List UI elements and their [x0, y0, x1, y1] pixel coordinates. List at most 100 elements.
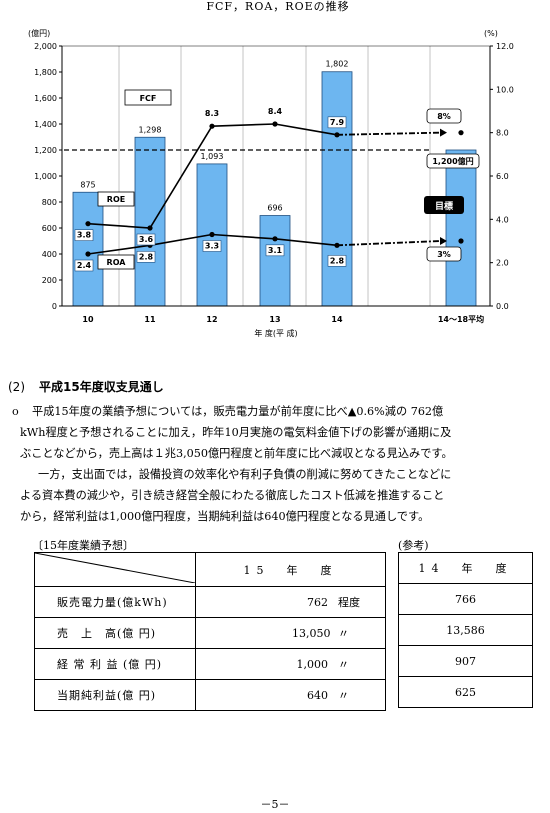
right-tick-label: 12.0	[496, 42, 514, 51]
roa-target-label: 3%	[437, 250, 451, 259]
roe-target-dashed	[336, 131, 441, 136]
table-row: 売 上 高(億 円) 13,050 〃	[34, 617, 386, 649]
fcf-bar-label: 696	[267, 204, 282, 213]
paragraph-line-text: よる資本費の減少や，引き続き経営全般にわたる徹底したコスト低減を推進すること	[20, 489, 445, 502]
reference-table: 14 年 度 766 13,586 907 625	[398, 552, 533, 708]
roa-target-dashed	[336, 240, 441, 247]
page-number: －5－	[260, 798, 290, 811]
left-tick-label: 2,000	[34, 42, 57, 51]
roe-label: 3.6	[139, 235, 154, 244]
x-tick-label: 14～18平均	[438, 314, 484, 324]
fcf-target-box	[426, 153, 480, 169]
roe-label: 8.4	[268, 107, 283, 116]
fcf-bar-label: 875	[80, 180, 95, 189]
section-number: (2)	[8, 380, 25, 394]
roa-point	[85, 251, 91, 257]
fcf-bars	[72, 71, 477, 307]
roe-label-box	[327, 116, 347, 129]
row-value: 640 〃	[195, 679, 386, 711]
roa-point	[209, 231, 215, 238]
roa-callout-text: ROA	[107, 258, 127, 267]
table-row: 625	[398, 676, 533, 708]
fcf-bar	[321, 71, 353, 307]
left-tick-label: 1,400	[34, 120, 57, 129]
fcf-roa-roe-chart: FCF，ROA，ROEの推移 (億円) (%) 0 200 400 600 800 1,0…	[28, 0, 514, 338]
table-header-row: 14 年 度	[398, 552, 533, 584]
roa-label-box	[265, 244, 285, 257]
table-header-row: 15 年 度	[34, 552, 386, 587]
left-tick-label: 1,600	[34, 94, 57, 103]
table-row: 経 常 利 益 (億 円) 1,000 〃	[34, 648, 386, 680]
value-unit: 程度	[338, 596, 360, 609]
left-tick-label: 1,000	[34, 172, 57, 181]
diagonal-header-cell	[34, 552, 196, 587]
roa-label: 2.4	[77, 261, 92, 270]
chart-title: FCF，ROA，ROEの推移	[206, 0, 349, 13]
value-unit: 〃	[338, 689, 349, 702]
x-tick-label: 13	[269, 315, 280, 324]
right-tick-label: 10.0	[496, 85, 514, 94]
target-point	[458, 238, 464, 244]
right-axis-unit: (%)	[484, 29, 498, 38]
fcf-callout-text: FCF	[140, 94, 157, 103]
left-tick-label: 1,800	[34, 68, 57, 77]
target-badge-box	[424, 196, 464, 214]
column-header-14: 14 年 度	[398, 552, 533, 584]
value-number: 13,050	[292, 627, 331, 640]
left-tick-label: 1,200	[34, 146, 57, 155]
table-row: 766	[398, 583, 533, 615]
fcf-bar-label: 1,802	[326, 60, 349, 69]
paragraph-line-text: から，経常利益は1,000億円程度，当期純利益は640億円程度となる見通しです。	[20, 510, 430, 523]
right-tick-label: 0.0	[496, 302, 509, 311]
left-axis-unit: (億円)	[28, 28, 50, 38]
fcf-target-label: 1,200億円	[432, 156, 473, 166]
data-labels: 875 1,298 1,093 696 1,802 3.8 3.6 8.3 8.4 7.9 2.4 2…	[74, 60, 349, 272]
roe-point	[85, 221, 91, 227]
fcf-bar	[72, 191, 104, 307]
paragraph-line: o 平成15年度の業績予想については，販売電力量が前年度に比べ▲0.6%減の 76…	[12, 401, 540, 422]
forecast-table: 15 年 度 販売電力量(億kWh) 762 程度 売 上 高(億 円) 13,0…	[34, 552, 386, 711]
roa-label-box	[136, 251, 156, 263]
roe-point	[147, 225, 153, 231]
section-title: 平成15年度収支見通し	[39, 380, 164, 394]
roa-target-box	[426, 246, 462, 262]
ratio-lines	[85, 121, 464, 257]
roa-label: 3.3	[205, 242, 219, 251]
roa-label-box	[202, 240, 222, 252]
row-label: 経 常 利 益 (億 円)	[34, 648, 196, 680]
fcf-bar	[259, 215, 291, 307]
table-row: 907	[398, 645, 533, 677]
left-tick-label: 0	[52, 302, 57, 311]
paragraph-line-text: 一方，支出面では，設備投資の效率化や有利子負債の削減に努めてきたことなどに	[38, 468, 452, 481]
fcf-bar-label: 1,298	[139, 125, 162, 134]
roa-label-box	[74, 259, 94, 272]
value-unit: 〃	[338, 627, 349, 640]
reference-value: 907	[398, 645, 533, 677]
section-heading: (2) 平成15年度収支見通し	[8, 378, 164, 395]
roe-point	[209, 123, 215, 129]
roa-label: 2.8	[330, 256, 345, 265]
fcf-callout-box	[124, 89, 172, 106]
roe-target-label: 8%	[437, 112, 451, 121]
fcf-bar	[445, 149, 477, 307]
right-tick-label: 4.0	[496, 215, 509, 224]
row-label: 販売電力量(億kWh)	[34, 586, 196, 618]
roe-callout-text: ROE	[107, 195, 125, 204]
right-tick-label: 6.0	[496, 172, 509, 181]
roe-label: 7.9	[330, 118, 345, 127]
table-row: 13,586	[398, 614, 533, 646]
x-tick-label: 10	[82, 315, 94, 324]
forecast-paragraph-1: o 平成15年度の業績予想については，販売電力量が前年度に比べ▲0.6%減の 76…	[12, 401, 540, 527]
arrow-head	[440, 237, 447, 245]
value-number: 762	[307, 596, 328, 609]
x-tick-label: 14	[331, 315, 343, 324]
roa-label-box	[327, 255, 347, 267]
paragraph-line-text: kWh程度と予想されることに加え，昨年10月実施の電気料金値下げの影響が通期に及	[20, 426, 452, 439]
forecast-table-caption: 〔15年度業績予想〕	[32, 539, 134, 552]
reference-value: 13,586	[398, 614, 533, 646]
left-tick-label: 800	[42, 198, 57, 207]
roe-label-box	[74, 229, 94, 241]
roe-label: 3.8	[77, 231, 92, 240]
roa-label: 3.1	[268, 246, 283, 255]
